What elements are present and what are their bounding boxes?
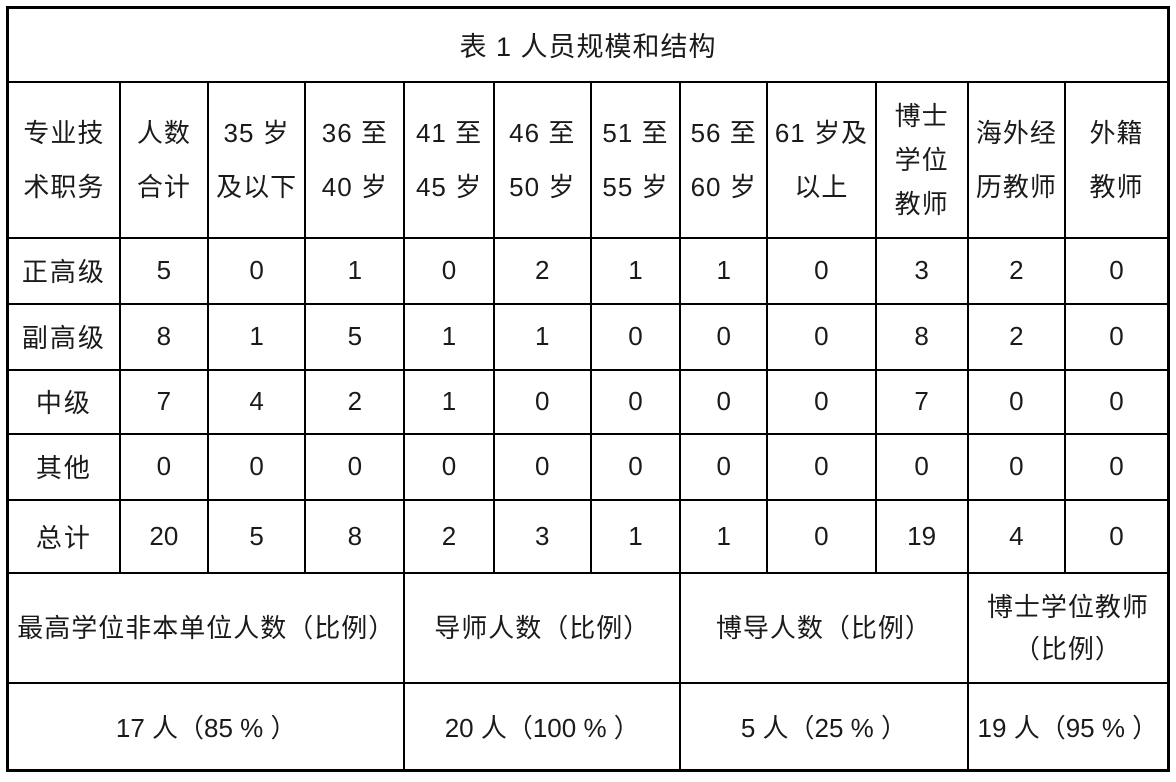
data-cell: 3 xyxy=(874,236,969,305)
header-age-41-45: 41 至 45 岁 xyxy=(403,80,495,239)
data-cell: 0 xyxy=(679,432,769,501)
header-age-61-above: 61 岁及 以上 xyxy=(766,80,877,239)
data-cell: 0 xyxy=(1063,432,1170,501)
table-row: 中级 7 4 2 1 0 0 0 0 7 0 0 xyxy=(6,368,1170,435)
data-cell: 0 xyxy=(966,432,1066,501)
row-label-other: 其他 xyxy=(6,432,121,501)
data-cell: 1 xyxy=(589,236,682,305)
data-cell: 7 xyxy=(874,368,969,435)
data-cell: 0 xyxy=(874,432,969,501)
row-label-intermediate: 中级 xyxy=(6,368,121,435)
data-cell: 5 xyxy=(206,498,307,574)
title-row: 表 1 人员规模和结构 xyxy=(6,6,1170,83)
summary-value-phd-degree-teachers: 19 人（95 % ） xyxy=(966,681,1170,772)
row-label-associate-senior: 副高级 xyxy=(6,302,121,371)
summary-value-row: 17 人（85 % ） 20 人（100 % ） 5 人（25 % ） 19 人… xyxy=(6,681,1170,772)
summary-label-phd-degree-teachers: 博士学位教师 （比例） xyxy=(966,571,1170,684)
data-cell: 1 xyxy=(589,498,682,574)
data-cell: 2 xyxy=(966,236,1066,305)
data-cell: 0 xyxy=(966,368,1066,435)
data-cell: 0 xyxy=(304,432,406,501)
data-cell: 0 xyxy=(206,236,307,305)
summary-label-row: 最高学位非本单位人数（比例） 导师人数（比例） 博导人数（比例） 博士学位教师 … xyxy=(6,571,1170,684)
summary-label-supervisors: 导师人数（比例） xyxy=(403,571,682,684)
header-phd-degree-teachers: 博士 学位 教师 xyxy=(874,80,969,239)
header-foreign-teachers: 外籍 教师 xyxy=(1063,80,1170,239)
data-cell: 4 xyxy=(966,498,1066,574)
data-cell: 0 xyxy=(589,432,682,501)
data-cell: 0 xyxy=(403,432,495,501)
table-row-total: 总计 20 5 8 2 3 1 1 0 19 4 0 xyxy=(6,498,1170,574)
data-cell: 19 xyxy=(874,498,969,574)
header-row: 专业技 术职务 人数 合计 35 岁 及以下 36 至 40 岁 41 至 45… xyxy=(6,80,1170,239)
data-cell: 4 xyxy=(206,368,307,435)
data-cell: 0 xyxy=(589,302,682,371)
table-row: 正高级 5 0 1 0 2 1 1 0 3 2 0 xyxy=(6,236,1170,305)
data-cell: 1 xyxy=(492,302,592,371)
table-title: 表 1 人员规模和结构 xyxy=(6,6,1170,83)
data-cell: 0 xyxy=(766,236,877,305)
header-age-56-60: 56 至 60 岁 xyxy=(679,80,769,239)
summary-value-highest-degree-external: 17 人（85 % ） xyxy=(6,681,406,772)
header-age-51-55: 51 至 55 岁 xyxy=(589,80,682,239)
data-cell: 2 xyxy=(966,302,1066,371)
data-cell: 1 xyxy=(679,498,769,574)
row-label-total: 总计 xyxy=(6,498,121,574)
data-cell: 0 xyxy=(679,302,769,371)
header-age-36-40: 36 至 40 岁 xyxy=(304,80,406,239)
data-cell: 8 xyxy=(118,302,209,371)
data-cell: 0 xyxy=(766,302,877,371)
data-cell: 0 xyxy=(118,432,209,501)
data-cell: 5 xyxy=(118,236,209,305)
data-cell: 8 xyxy=(304,498,406,574)
summary-label-doctoral-supervisors: 博导人数（比例） xyxy=(679,571,969,684)
data-cell: 1 xyxy=(304,236,406,305)
data-cell: 0 xyxy=(766,498,877,574)
summary-value-supervisors: 20 人（100 % ） xyxy=(403,681,682,772)
data-cell: 0 xyxy=(1063,236,1170,305)
data-cell: 3 xyxy=(492,498,592,574)
header-overseas-experience-teachers: 海外经 历教师 xyxy=(966,80,1066,239)
data-cell: 0 xyxy=(492,368,592,435)
data-cell: 2 xyxy=(403,498,495,574)
data-cell: 2 xyxy=(304,368,406,435)
data-cell: 0 xyxy=(1063,302,1170,371)
header-professional-title: 专业技 术职务 xyxy=(6,80,121,239)
data-cell: 0 xyxy=(1063,498,1170,574)
personnel-structure-table: 表 1 人员规模和结构 专业技 术职务 人数 合计 35 岁 及以下 36 至 … xyxy=(6,6,1170,772)
data-cell: 1 xyxy=(206,302,307,371)
table-row: 副高级 8 1 5 1 1 0 0 0 8 2 0 xyxy=(6,302,1170,371)
data-cell: 5 xyxy=(304,302,406,371)
data-cell: 0 xyxy=(492,432,592,501)
summary-label-highest-degree-external: 最高学位非本单位人数（比例） xyxy=(6,571,406,684)
data-cell: 0 xyxy=(766,432,877,501)
data-cell: 8 xyxy=(874,302,969,371)
data-cell: 1 xyxy=(679,236,769,305)
data-cell: 0 xyxy=(403,236,495,305)
data-cell: 1 xyxy=(403,302,495,371)
header-headcount-total: 人数 合计 xyxy=(118,80,209,239)
header-age-35-below: 35 岁 及以下 xyxy=(206,80,307,239)
data-cell: 1 xyxy=(403,368,495,435)
data-cell: 2 xyxy=(492,236,592,305)
data-cell: 7 xyxy=(118,368,209,435)
table-row: 其他 0 0 0 0 0 0 0 0 0 0 0 xyxy=(6,432,1170,501)
row-label-full-senior: 正高级 xyxy=(6,236,121,305)
data-cell: 20 xyxy=(118,498,209,574)
summary-value-doctoral-supervisors: 5 人（25 % ） xyxy=(679,681,969,772)
data-cell: 0 xyxy=(1063,368,1170,435)
data-cell: 0 xyxy=(766,368,877,435)
data-cell: 0 xyxy=(589,368,682,435)
header-age-46-50: 46 至 50 岁 xyxy=(492,80,592,239)
data-cell: 0 xyxy=(679,368,769,435)
data-cell: 0 xyxy=(206,432,307,501)
